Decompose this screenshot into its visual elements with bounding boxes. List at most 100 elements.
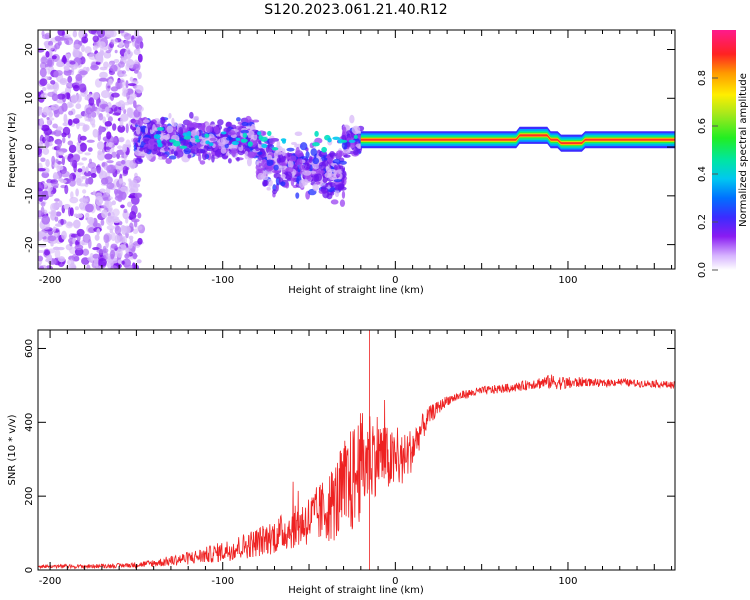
spectral-blob	[231, 140, 239, 146]
spectral-blob	[125, 123, 129, 134]
spectral-blob	[65, 53, 71, 60]
spectral-blob	[196, 124, 203, 129]
spectral-blob	[89, 117, 96, 126]
spectral-blob	[147, 144, 155, 150]
spectral-blob	[255, 147, 260, 152]
spectral-blob	[183, 147, 192, 155]
spectral-blob	[82, 124, 88, 133]
spectral-blob	[98, 113, 104, 121]
spectral-blob	[339, 199, 346, 207]
spectral-blob	[70, 191, 74, 199]
spectral-blob	[63, 65, 70, 71]
spectral-blob	[230, 148, 239, 154]
spectral-blob	[261, 159, 268, 168]
spectral-blob	[299, 142, 308, 151]
spectral-blob	[351, 125, 361, 135]
spectral-blob	[99, 71, 108, 79]
spectral-blob	[104, 200, 109, 205]
spectral-blob	[79, 70, 88, 76]
spectral-blob	[80, 242, 88, 246]
spectral-blob	[198, 153, 202, 162]
spectral-blob	[118, 73, 128, 77]
spectral-blob	[95, 195, 104, 206]
spectral-blob	[96, 141, 105, 150]
spectral-blob	[38, 197, 44, 202]
spectral-blob	[125, 217, 129, 224]
spectral-blob	[213, 126, 220, 134]
spectral-blob	[40, 157, 46, 162]
spectral-blob	[52, 226, 56, 232]
spectral-blob	[79, 135, 87, 141]
spectral-blob	[211, 154, 215, 163]
spectral-blob	[272, 189, 278, 195]
spectral-blob	[61, 230, 67, 240]
spectral-blob	[171, 121, 178, 127]
spectral-blob	[38, 181, 45, 192]
colorbar-tick-label: 0.4	[697, 166, 708, 182]
spectral-blob	[120, 204, 125, 209]
y-tick-label: 600	[24, 339, 35, 358]
spectral-blob	[180, 139, 189, 147]
snr-xlabel: Height of straight line (km)	[288, 585, 424, 596]
spectral-blob	[69, 174, 74, 181]
spectral-blob	[58, 165, 64, 171]
snr-frame	[37, 329, 676, 571]
spectral-blob	[50, 80, 56, 85]
spectral-blob	[75, 114, 83, 119]
spectral-blob	[132, 119, 141, 125]
spectral-blob	[85, 203, 94, 213]
spectral-blob	[88, 30, 97, 35]
spectral-blob	[76, 213, 83, 219]
spectral-blob	[112, 208, 120, 217]
spectral-blob	[68, 144, 77, 154]
spectral-blob	[120, 190, 127, 201]
spectral-blob	[88, 158, 93, 164]
spectral-blob	[122, 87, 129, 94]
y-tick-label: -10	[24, 188, 35, 204]
spectral-blob	[66, 101, 73, 109]
spectral-blob	[127, 144, 132, 148]
spectral-blob	[54, 35, 62, 42]
spectral-blob	[112, 136, 118, 144]
spectral-blob	[272, 169, 280, 174]
spectral-blob	[97, 151, 106, 161]
spectral-blob	[63, 34, 71, 39]
spectral-blob	[295, 192, 300, 199]
spectral-blob	[74, 175, 84, 184]
spectral-blob	[48, 111, 54, 118]
spectral-blob	[168, 112, 172, 119]
spectral-blob	[99, 50, 104, 58]
spectral-blob	[128, 195, 135, 199]
spectral-blob	[341, 190, 346, 199]
spectral-blob	[96, 164, 102, 174]
spectral-blob	[86, 139, 95, 143]
spectral-blob	[106, 160, 114, 164]
spectral-blob	[136, 37, 142, 44]
spectral-blob	[136, 106, 144, 113]
spectral-blob	[59, 77, 68, 86]
spectral-blob	[273, 172, 281, 179]
spectral-blob	[67, 75, 73, 83]
spectral-blob	[86, 216, 95, 225]
spectral-blob	[102, 245, 107, 254]
spectral-blob	[55, 159, 59, 164]
spectral-blob	[87, 227, 95, 233]
spectral-blob	[75, 188, 79, 197]
spectral-blob	[203, 145, 209, 152]
spectral-blob	[228, 130, 236, 136]
spectral-blob	[247, 141, 253, 147]
spectral-blob	[131, 218, 140, 223]
spectral-blob	[325, 182, 329, 187]
spectral-blob	[339, 165, 344, 170]
spectral-blob	[84, 112, 88, 122]
spectral-blob	[64, 184, 69, 195]
spectral-blob	[56, 202, 60, 208]
spectral-blob	[313, 173, 320, 182]
spectral-blob	[45, 50, 50, 58]
snr-series-line	[38, 374, 675, 570]
spectral-blob	[115, 80, 123, 90]
spectral-blob	[106, 224, 115, 231]
spectral-blob	[124, 159, 134, 168]
spectral-blob	[84, 152, 91, 156]
spectral-blob	[242, 132, 248, 138]
